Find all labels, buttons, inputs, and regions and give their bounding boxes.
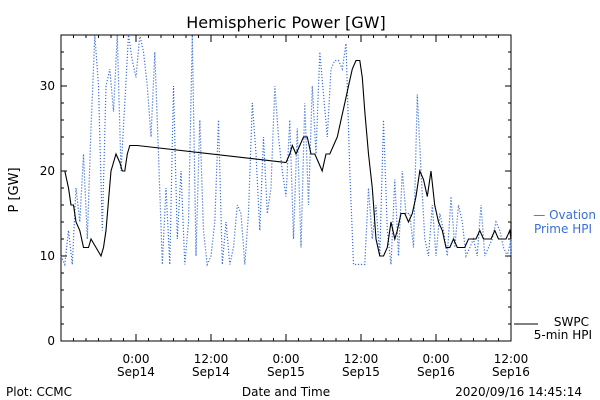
y-axis-label: P [GW]: [7, 167, 22, 212]
chart-title: Hemispheric Power [GW]: [186, 13, 385, 32]
x-tick-date-label: Sep16: [492, 365, 530, 379]
footer-timestamp: 2020/09/16 14:45:14: [455, 385, 582, 399]
footer-plot-credit: Plot: CCMC: [6, 385, 72, 399]
x-axis-label: Date and Time: [242, 385, 330, 399]
y-tick-label: 0: [47, 334, 55, 348]
x-axis: 0:00Sep1412:00Sep140:00Sep1512:00Sep150:…: [73, 35, 530, 379]
series-line-swpc-5min-hpi: [61, 59, 512, 258]
x-tick-time-label: 12:00: [194, 352, 229, 366]
legend-ovation-line2: Prime HPI: [534, 222, 592, 236]
x-tick-date-label: Sep15: [267, 365, 305, 379]
x-tick-time-label: 12:00: [344, 352, 379, 366]
y-tick-label: 20: [40, 164, 55, 178]
legend-swpc-line1: SWPC: [554, 315, 589, 329]
legend: — Ovation Prime HPI SWPC 5-min HPI: [514, 208, 596, 342]
x-tick-date-label: Sep14: [117, 365, 155, 379]
y-tick-label: 30: [40, 79, 55, 93]
legend-ovation-line1: — Ovation: [533, 208, 596, 222]
x-tick-time-label: 0:00: [423, 352, 450, 366]
series-group: [60, 34, 512, 267]
x-tick-time-label: 0:00: [123, 352, 150, 366]
y-tick-label: 10: [40, 249, 55, 263]
x-tick-date-label: Sep15: [342, 365, 380, 379]
x-tick-time-label: 12:00: [494, 352, 529, 366]
y-axis: 0 10 20 30: [40, 34, 511, 348]
x-tick-date-label: Sep14: [192, 365, 230, 379]
x-tick-time-label: 0:00: [273, 352, 300, 366]
legend-swpc-line2: 5-min HPI: [534, 328, 592, 342]
x-tick-date-label: Sep16: [417, 365, 455, 379]
